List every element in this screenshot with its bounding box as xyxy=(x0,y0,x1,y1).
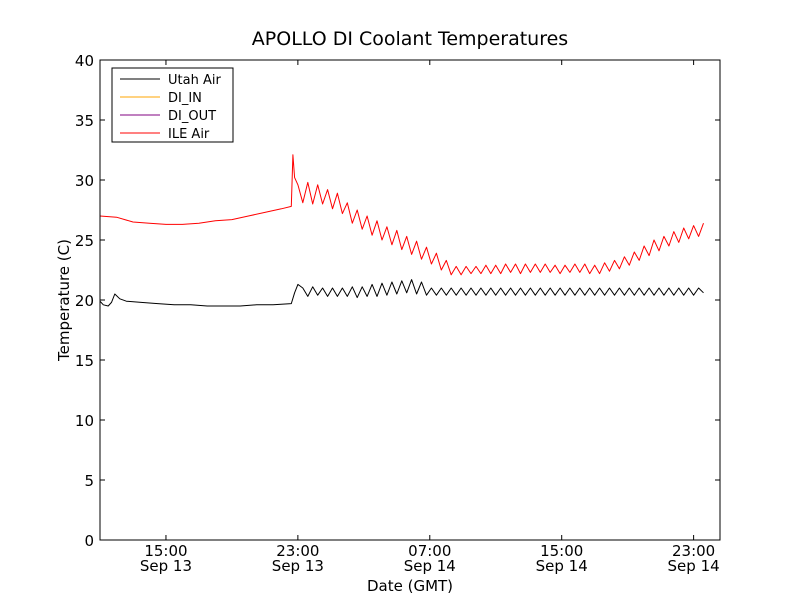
x-tick-date-label: Sep 13 xyxy=(272,557,324,575)
y-tick-label: 15 xyxy=(75,352,94,370)
y-tick-label: 40 xyxy=(75,52,94,70)
legend: Utah Air DI_IN DI_OUT ILE Air xyxy=(112,68,233,142)
chart-title: APOLLO DI Coolant Temperatures xyxy=(252,28,568,50)
legend-label: DI_OUT xyxy=(168,109,216,124)
legend-label: Utah Air xyxy=(168,73,221,88)
x-tick-date-label: Sep 14 xyxy=(404,557,456,575)
y-tick-label: 10 xyxy=(75,412,94,430)
x-tick-date-label: Sep 14 xyxy=(668,557,720,575)
y-tick-label: 0 xyxy=(84,532,94,550)
x-tick-date-label: Sep 14 xyxy=(536,557,588,575)
x-tick-date-label: Sep 13 xyxy=(140,557,192,575)
x-axis-label: Date (GMT) xyxy=(367,577,453,595)
y-tick-label: 30 xyxy=(75,172,94,190)
y-tick-label: 25 xyxy=(75,232,94,250)
y-axis-label: Temperature (C) xyxy=(55,239,73,362)
y-tick-label: 35 xyxy=(75,112,94,130)
chart: APOLLO DI Coolant Temperatures 0 5 10 15 20 2… xyxy=(0,0,800,600)
y-tick-label: 20 xyxy=(75,292,94,310)
y-tick-label: 5 xyxy=(84,472,94,490)
legend-label: ILE Air xyxy=(168,127,210,142)
legend-label: DI_IN xyxy=(168,91,202,106)
